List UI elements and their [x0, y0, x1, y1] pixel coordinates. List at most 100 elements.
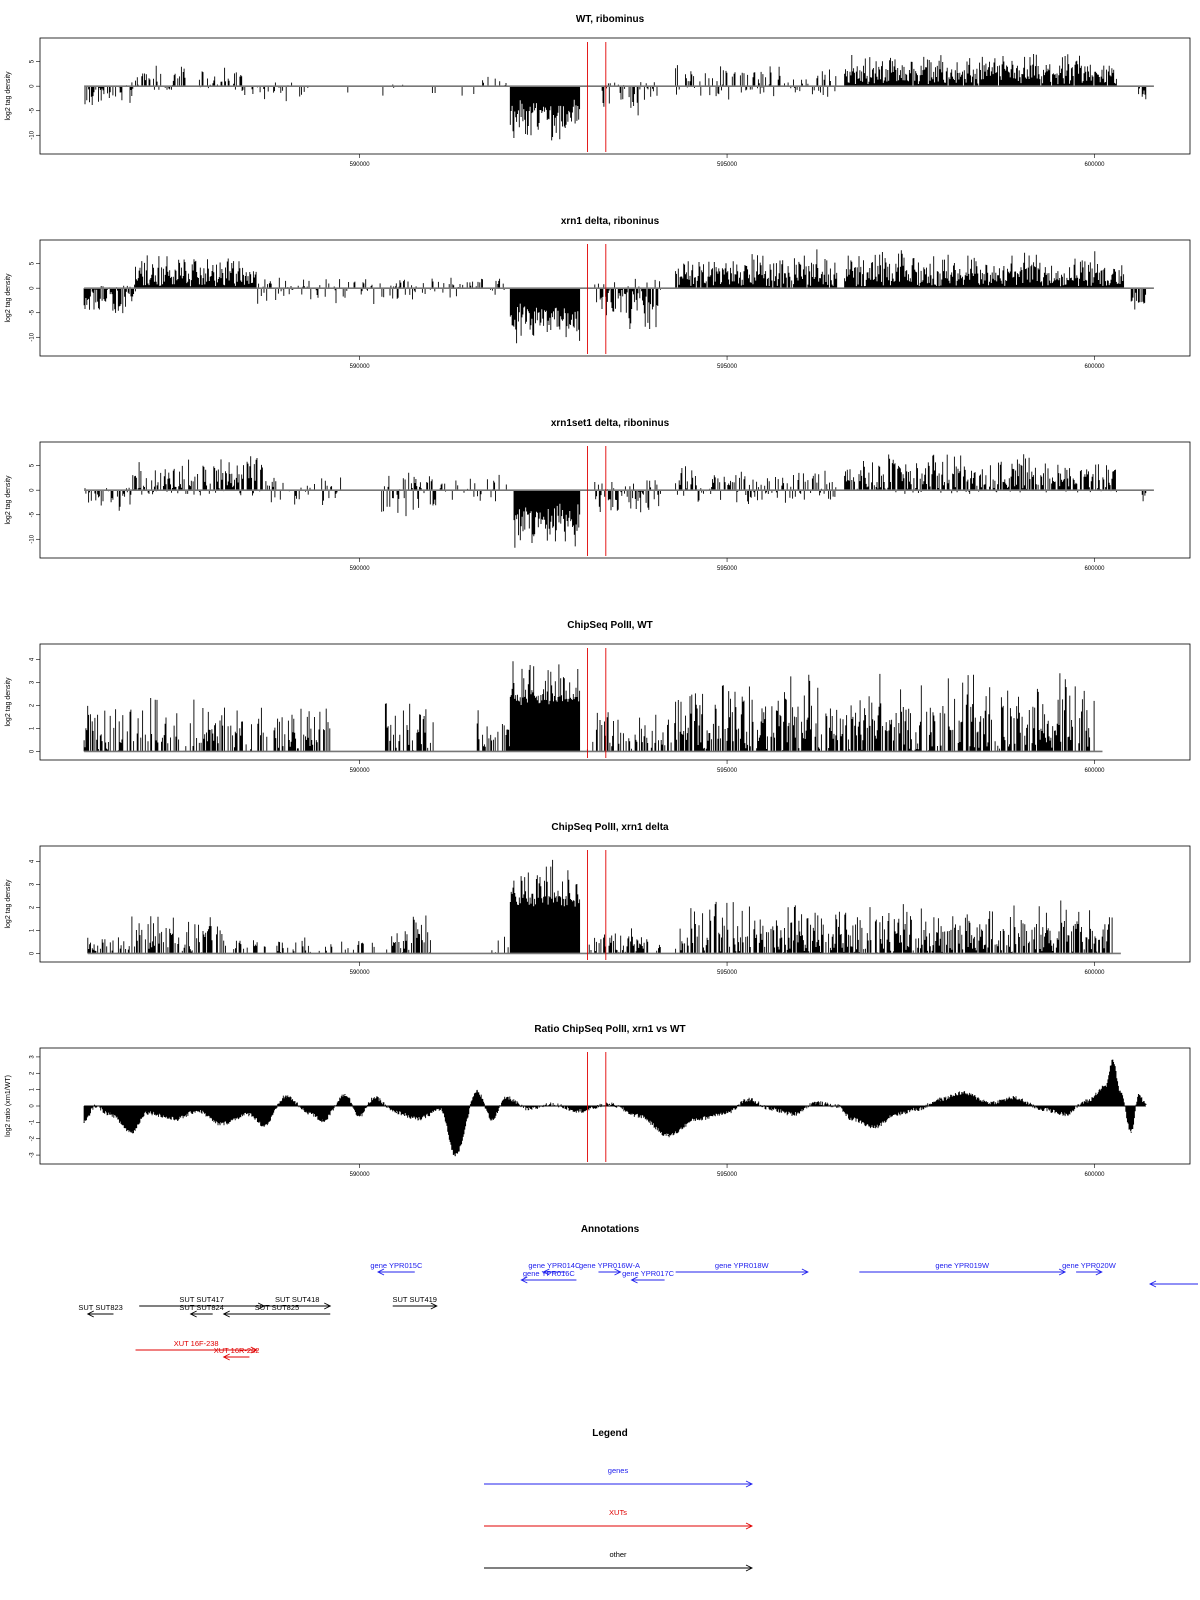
- annotation-gene-edge: [1148, 1280, 1198, 1288]
- y-tick-label: 2: [30, 703, 36, 707]
- annotation-gene: gene YPR016C: [520, 1269, 577, 1284]
- x-tick-label: 590000: [350, 1172, 371, 1178]
- arrow-head: [222, 1353, 230, 1361]
- x-tick-label: 600000: [1084, 364, 1105, 370]
- y-tick-label: 3: [30, 882, 36, 886]
- y-axis-label: log2 tag density: [5, 71, 12, 121]
- panel-title: ChipSeq PolII, xrn1 delta: [551, 822, 669, 833]
- x-tick-label: 600000: [1084, 1172, 1105, 1178]
- arrow-head: [189, 1310, 197, 1318]
- legend-label: other: [609, 1550, 627, 1559]
- annotation-gene: gene YPR019W: [859, 1261, 1067, 1276]
- y-tick-label: 0: [30, 286, 36, 290]
- panel-4: ChipSeq PolII, WT 0 1 2 3 4 log2 tag density 59…: [5, 620, 1191, 774]
- y-tick-label: 4: [30, 859, 36, 863]
- annotation-gene: gene YPR015C: [370, 1261, 423, 1276]
- data-point: [285, 1095, 287, 1097]
- panel-6: Ratio ChipSeq PolII, xrn1 vs WT -3 -2 -1 0 1 2…: [5, 1024, 1191, 1178]
- legend-item-xut: XUTs: [484, 1508, 754, 1530]
- annotation-label: XUT 16R-262: [214, 1346, 260, 1355]
- annotation-label: gene YPR016W-A: [579, 1261, 640, 1270]
- plot-frame: [39, 441, 1191, 559]
- annotation-gene: gene YPR018W: [675, 1261, 809, 1276]
- data-point: [990, 1102, 993, 1104]
- plot-frame: [39, 845, 1191, 963]
- bar-series: [84, 454, 1147, 548]
- arrow-head: [1148, 1280, 1157, 1288]
- plot-frame: [39, 37, 1191, 155]
- arrow-head: [745, 1522, 754, 1530]
- annotation-label: gene YPR016C: [523, 1269, 576, 1278]
- data-point: [322, 1120, 324, 1122]
- plot-frame: [39, 643, 1191, 761]
- annotation-label: SUT SUT824: [179, 1303, 223, 1312]
- annotation-label: SUT SUT823: [78, 1303, 122, 1312]
- y-tick-label: 1: [30, 1087, 36, 1091]
- plot-frame: [39, 239, 1191, 357]
- y-tick-label: 0: [30, 749, 36, 753]
- data-point: [792, 1113, 794, 1115]
- data-point: [439, 1108, 442, 1110]
- data-point: [895, 1113, 897, 1115]
- x-tick-label: 595000: [717, 162, 738, 168]
- data-point: [395, 1111, 397, 1114]
- x-tick-label: 595000: [717, 1172, 738, 1178]
- annotations-title: Annotations: [581, 1224, 640, 1235]
- data-point: [726, 1111, 728, 1114]
- bar-series: [84, 54, 1147, 141]
- y-tick-label: -5: [30, 511, 36, 517]
- x-tick-label: 595000: [717, 364, 738, 370]
- data-point: [638, 1115, 640, 1117]
- annotation-other: SUT SUT823: [78, 1303, 123, 1318]
- y-axis-label: log2 ratio (xrn1/WT): [5, 1075, 12, 1137]
- annotation-other: SUT SUT419: [393, 1295, 438, 1310]
- y-tick-label: -3: [30, 1152, 36, 1158]
- x-tick-label: 600000: [1084, 566, 1105, 572]
- data-point: [1119, 1090, 1121, 1092]
- data-point: [417, 1118, 420, 1120]
- data-point: [608, 1103, 611, 1105]
- x-axis: 590000 595000 600000: [350, 356, 1105, 370]
- data-point: [579, 1110, 581, 1112]
- data-point: [528, 1108, 530, 1110]
- panel-title: xrn1set1 delta, riboninus: [551, 418, 670, 429]
- x-axis: 590000 595000 600000: [350, 760, 1105, 774]
- data-point: [175, 1118, 177, 1120]
- data-point: [359, 1115, 361, 1117]
- panel-title: WT, ribominus: [576, 14, 645, 25]
- y-axis: -3 -2 -1 0 1 2 3: [30, 1055, 40, 1158]
- arrow-head: [324, 1302, 332, 1310]
- ratio-area: [83, 1059, 1146, 1157]
- legend-title: Legend: [592, 1428, 628, 1439]
- data-point: [1137, 1093, 1140, 1096]
- data-point: [94, 1105, 96, 1107]
- data-marks: [83, 661, 1103, 753]
- annotation-other: SUT SUT417: [139, 1295, 266, 1310]
- x-tick-label: 590000: [350, 970, 371, 976]
- x-axis: 590000 595000 600000: [350, 1164, 1105, 1178]
- panel-title: xrn1 delta, riboninus: [561, 216, 660, 227]
- data-marks: [83, 249, 1154, 344]
- x-tick-label: 595000: [717, 970, 738, 976]
- panel-2: xrn1 delta, riboninus -10 -5 0 5 log2 tag den…: [5, 216, 1191, 370]
- annotation-label: SUT SUT418: [275, 1295, 319, 1304]
- data-point: [131, 1131, 133, 1133]
- annotation-label: XUT 16F-238: [174, 1339, 219, 1348]
- panel-title: Ratio ChipSeq PolII, xrn1 vs WT: [534, 1024, 685, 1035]
- data-point: [109, 1113, 111, 1115]
- y-tick-label: -10: [30, 130, 36, 139]
- data-point: [1104, 1085, 1107, 1087]
- annotation-label: gene YPR018W: [715, 1261, 770, 1270]
- annotation-label: gene YPR017C: [622, 1269, 675, 1278]
- x-tick-label: 600000: [1084, 768, 1105, 774]
- y-tick-label: -1: [30, 1119, 36, 1125]
- annotation-xut: XUT 16F-238: [135, 1339, 258, 1354]
- y-axis: 0 1 2 3 4: [30, 859, 40, 955]
- x-axis: 590000 595000 600000: [350, 558, 1105, 572]
- bar-series: [83, 661, 1095, 752]
- data-point: [1086, 1100, 1088, 1102]
- data-point: [814, 1102, 816, 1104]
- arrow-head: [630, 1276, 638, 1284]
- annotation-gene: gene YPR020W: [1062, 1261, 1117, 1276]
